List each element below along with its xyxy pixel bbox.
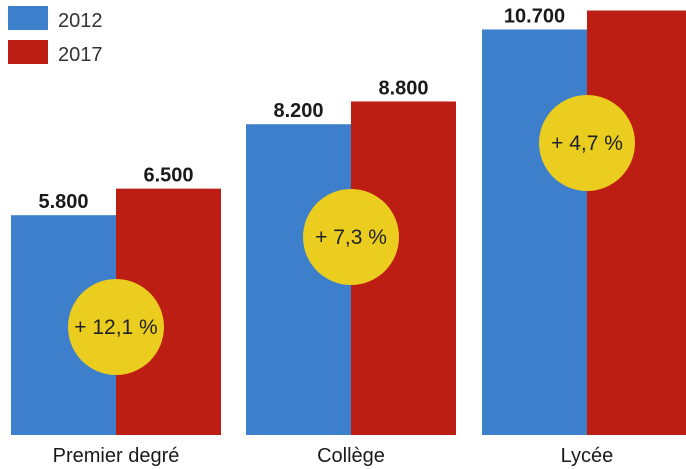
value-label-2012-0: 5.800 [38, 191, 88, 213]
legend-label-2012: 2012 [58, 10, 103, 32]
category-labels: Premier degré Collège Lycée [53, 445, 614, 467]
value-label-2017-1: 8.800 [378, 77, 428, 99]
legend-label-2017: 2017 [58, 44, 103, 66]
category-label-1: Collège [317, 445, 385, 467]
category-label-2: Lycée [561, 445, 614, 467]
bar-2017-2 [587, 10, 686, 436]
legend-swatch-2012 [8, 6, 48, 30]
growth-circle-2 [539, 95, 635, 191]
growth-label-0: + 12,1 % [74, 316, 157, 339]
growth-circle-1 [303, 189, 399, 285]
value-label-2012-2: 10.700 [504, 5, 565, 27]
value-labels: 5.800 6.500 8.200 8.800 10.700 [38, 5, 565, 213]
legend: 2012 2017 [8, 6, 103, 66]
bar-2012-2 [482, 29, 587, 435]
growth-label-2: + 4,7 % [551, 132, 623, 155]
category-label-0: Premier degré [53, 445, 180, 467]
value-label-2017-0: 6.500 [143, 165, 193, 187]
growth-circle-0 [68, 279, 164, 375]
growth-annotations: + 12,1 % + 7,3 % + 4,7 % [68, 95, 635, 375]
growth-label-1: + 7,3 % [315, 226, 387, 249]
value-label-2012-1: 8.200 [273, 100, 323, 122]
legend-swatch-2017 [8, 40, 48, 64]
bars [11, 10, 686, 436]
